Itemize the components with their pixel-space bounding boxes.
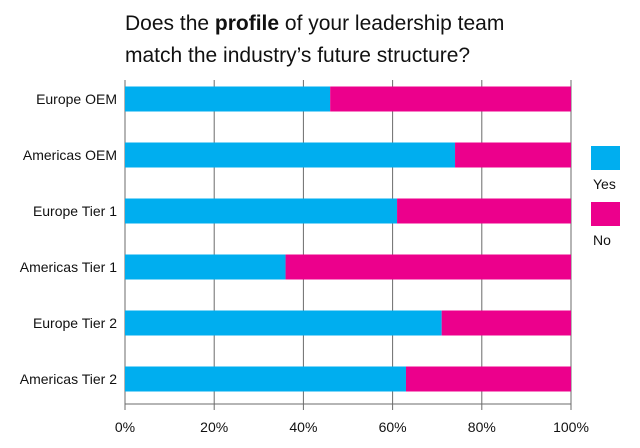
bar-no-americas-tier-2 bbox=[405, 366, 571, 392]
x-tick-label: 60% bbox=[379, 419, 407, 435]
bar-no-americas-tier-1 bbox=[285, 254, 571, 280]
gridlines bbox=[124, 80, 572, 404]
bar-yes-americas-tier-2 bbox=[125, 366, 406, 392]
chart-title-prefix: Does the bbox=[125, 12, 215, 35]
x-tick-label: 0% bbox=[115, 419, 135, 435]
legend: Yes No bbox=[591, 146, 620, 248]
bar-no-europe-tier-1 bbox=[397, 198, 571, 224]
legend-swatch-no bbox=[591, 202, 620, 226]
bar-yes-americas-oem bbox=[125, 142, 456, 168]
bar-no-europe-tier-2 bbox=[441, 310, 571, 336]
bar-yes-europe-tier-1 bbox=[125, 198, 398, 224]
bar-yes-americas-tier-1 bbox=[125, 254, 286, 280]
legend-swatch-yes bbox=[591, 146, 620, 170]
category-label: Europe OEM bbox=[36, 91, 117, 107]
bar-yes-europe-tier-2 bbox=[125, 310, 442, 336]
chart-title-line-1: Does the profile of your leadership team bbox=[125, 12, 504, 35]
x-axis: 0% 20% 40% 60% 80% 100% bbox=[115, 403, 589, 435]
bar-yes-europe-oem bbox=[125, 86, 331, 112]
x-tick-label: 20% bbox=[200, 419, 228, 435]
category-label: Americas Tier 2 bbox=[20, 371, 117, 387]
chart-title-bold-word: profile bbox=[215, 12, 279, 35]
x-tick-label: 80% bbox=[468, 419, 496, 435]
legend-label-no: No bbox=[593, 232, 611, 248]
x-tick-label: 40% bbox=[289, 419, 317, 435]
legend-label-yes: Yes bbox=[593, 176, 616, 192]
category-label: Americas Tier 1 bbox=[20, 259, 117, 275]
category-labels: Europe OEM Americas OEM Europe Tier 1 Ameri… bbox=[20, 91, 117, 387]
category-label: Americas OEM bbox=[23, 147, 117, 163]
bars bbox=[125, 86, 571, 392]
bar-no-americas-oem bbox=[455, 142, 571, 168]
category-label: Europe Tier 2 bbox=[33, 315, 117, 331]
bar-no-europe-oem bbox=[330, 86, 571, 112]
x-tick-label: 100% bbox=[553, 419, 589, 435]
category-label: Europe Tier 1 bbox=[33, 203, 117, 219]
chart-title-suffix: of your leadership team bbox=[279, 12, 504, 35]
chart-title-line-2: match the industry’s future structure? bbox=[125, 44, 470, 67]
